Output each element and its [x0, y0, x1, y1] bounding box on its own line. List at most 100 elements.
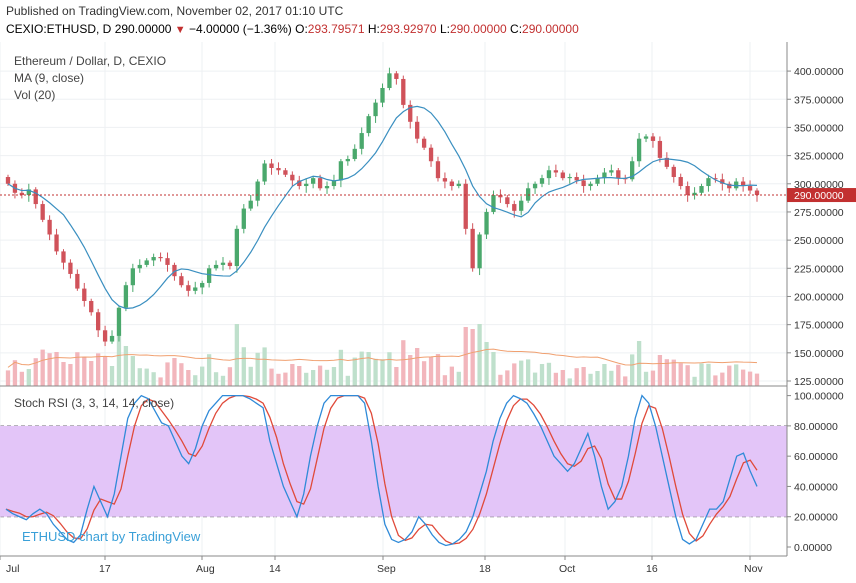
volume-bar — [519, 360, 524, 386]
candle-body — [636, 138, 642, 162]
candle-body — [213, 264, 219, 269]
volume-bar — [463, 327, 468, 386]
price-tick-label: 125.00000 — [794, 376, 844, 388]
volume-bar — [47, 353, 52, 386]
time-tick-label: 17 — [99, 563, 111, 575]
volume-bar — [727, 365, 732, 386]
grid-lines — [0, 42, 787, 556]
candle-body — [331, 180, 337, 187]
candle-body — [283, 170, 288, 175]
price-tick-label: 375.00000 — [794, 94, 844, 106]
candle-body — [477, 234, 482, 269]
candle-body — [116, 307, 122, 336]
candle-body — [616, 170, 621, 179]
price-tick-label: 250.00000 — [794, 235, 844, 247]
candle-body — [220, 262, 226, 265]
volume-bars — [5, 324, 760, 386]
candle-body — [186, 285, 191, 291]
volume-bar — [68, 364, 73, 386]
stoch-k-line — [5, 394, 758, 547]
volume-bar — [331, 367, 337, 386]
volume-bar — [317, 365, 323, 386]
candle-body — [525, 188, 531, 201]
stoch-d-line — [5, 394, 758, 545]
time-tick-label: Nov — [744, 563, 763, 575]
volume-bar — [657, 355, 663, 386]
volume-bar — [297, 366, 302, 386]
volume-bar — [553, 372, 559, 386]
candle-body — [449, 181, 455, 187]
volume-bar — [421, 361, 427, 386]
volume-bar — [283, 372, 288, 386]
close-value: 290.00000 — [522, 22, 579, 36]
volume-bar — [304, 372, 309, 386]
candles — [5, 67, 760, 347]
candle-body — [602, 172, 607, 179]
high-label: H: — [367, 22, 380, 36]
candle-body — [130, 268, 135, 286]
volume-bar — [234, 324, 240, 386]
volume-bar — [532, 372, 538, 386]
time-tick-label: 18 — [479, 563, 491, 575]
candle-body — [206, 268, 212, 283]
chart-title: Ethereum / Dollar, D, CEXIO — [14, 54, 166, 68]
candle-body — [713, 178, 718, 180]
volume-bar — [602, 364, 607, 386]
candle-body — [595, 178, 600, 184]
volume-bar — [380, 359, 385, 386]
volume-bar — [664, 359, 669, 386]
volume-bar — [373, 358, 378, 386]
candle-body — [408, 104, 413, 122]
volume-bar — [477, 324, 482, 386]
price-tick-label: 300.00000 — [794, 179, 844, 191]
volume-bar — [40, 349, 45, 386]
volume-bar — [82, 357, 87, 386]
price-tick-label: 350.00000 — [794, 122, 844, 134]
candle-body — [234, 228, 240, 267]
candle-body — [158, 257, 163, 259]
volume-bar — [186, 370, 191, 386]
volume-bar — [151, 372, 156, 386]
volume-bar — [172, 358, 177, 386]
ma-line — [7, 105, 758, 310]
candle-body — [532, 183, 538, 189]
candle-body — [428, 147, 434, 162]
volume-bar — [685, 365, 690, 386]
volume-bar — [144, 368, 149, 386]
candle-body — [102, 330, 108, 342]
volume-bar — [574, 368, 579, 386]
vol-label: Vol (20) — [14, 88, 55, 102]
open-value: 293.79571 — [307, 22, 365, 36]
volume-bar — [415, 348, 420, 386]
volume-bar — [588, 373, 593, 386]
volume-ma-line — [7, 348, 758, 368]
volume-bar — [435, 354, 441, 386]
candle-body — [747, 186, 753, 191]
volume-bar — [213, 372, 219, 386]
candle-body — [671, 166, 676, 178]
candle-body — [317, 178, 323, 189]
candle-body — [5, 177, 11, 184]
candle-body — [512, 204, 517, 211]
candle-body — [491, 195, 496, 212]
volume-bar — [713, 375, 718, 386]
down-triangle-icon: ▼ — [174, 24, 186, 36]
volume-bar — [96, 353, 101, 386]
candle-body — [415, 121, 420, 139]
volume-bar — [220, 375, 226, 386]
candle-body — [435, 161, 441, 179]
candle-body — [463, 183, 468, 229]
volume-bar — [692, 376, 697, 386]
candle-body — [137, 264, 142, 269]
volume-bar — [754, 373, 760, 386]
candle-body — [519, 200, 524, 211]
candle-body — [54, 234, 59, 252]
volume-bar — [19, 371, 25, 386]
stoch-label: Stoch RSI (3, 3, 14, 14, close) — [14, 396, 174, 410]
published-text: Published on TradingView.com, November 0… — [6, 4, 344, 18]
volume-bar — [609, 370, 614, 386]
volume-bar — [54, 352, 59, 386]
volume-bar — [310, 370, 316, 386]
candle-body — [387, 73, 392, 88]
